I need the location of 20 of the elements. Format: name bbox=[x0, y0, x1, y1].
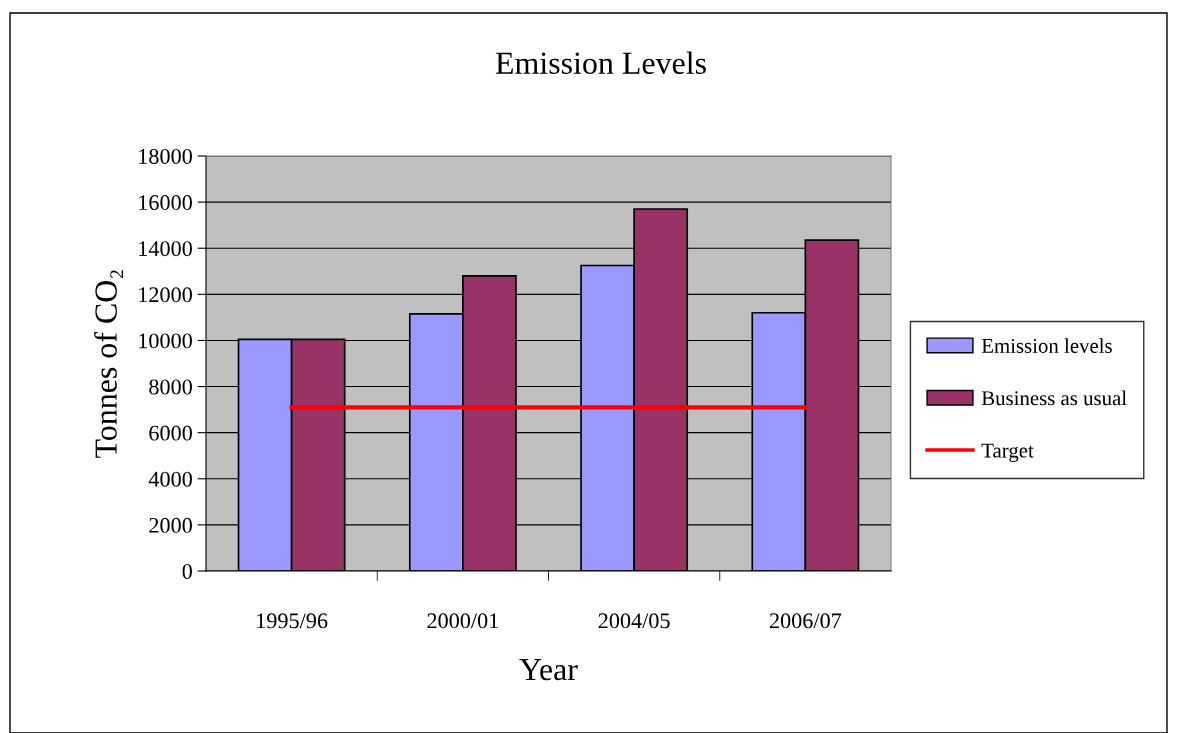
y-tick-label: 14000 bbox=[139, 241, 192, 257]
y-tick-label: 6000 bbox=[149, 425, 192, 441]
x-tick-label: 2004/05 bbox=[598, 613, 670, 629]
y-tick-label: 8000 bbox=[149, 379, 192, 395]
y-tick-label: 4000 bbox=[148, 471, 192, 487]
legend-label: Emission levels bbox=[981, 338, 1112, 353]
x-tick-label: 2000/01 bbox=[427, 613, 498, 629]
chart-title: Emission Levels bbox=[495, 51, 706, 74]
y-tick-label: 16000 bbox=[139, 195, 192, 211]
y-tick-label: 10000 bbox=[139, 333, 192, 349]
legend-label: Target bbox=[981, 443, 1034, 462]
x-tick-label: 2006/07 bbox=[769, 613, 842, 629]
legend-label: Business as usual bbox=[981, 390, 1127, 406]
y-tick-label: 0 bbox=[182, 563, 192, 579]
x-axis-title: Year bbox=[519, 659, 578, 681]
x-tick-label: 1995/96 bbox=[257, 613, 328, 629]
y-tick-label: 18000 bbox=[139, 148, 192, 164]
y-axis-title: Tonnes of CO₂ bbox=[94, 270, 124, 458]
y-tick-label: 2000 bbox=[149, 517, 192, 533]
y-tick-label: 12000 bbox=[139, 287, 192, 303]
